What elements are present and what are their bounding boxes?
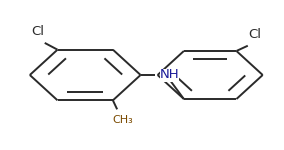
Text: Cl: Cl — [31, 25, 44, 38]
Text: Cl: Cl — [248, 28, 261, 41]
Text: CH₃: CH₃ — [112, 115, 133, 125]
Text: NH: NH — [160, 69, 179, 81]
